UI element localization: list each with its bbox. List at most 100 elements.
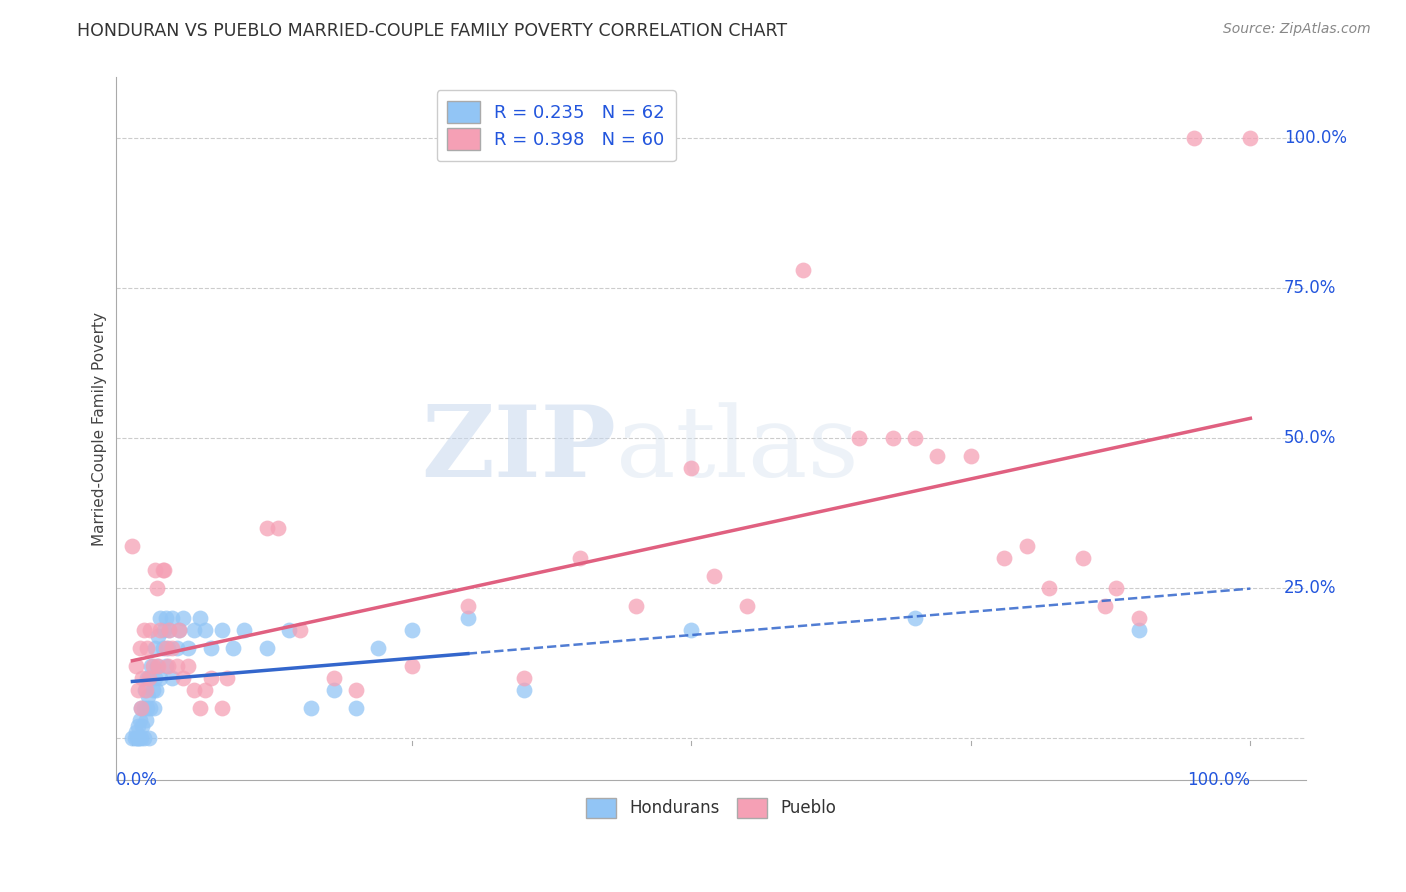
Point <box>848 431 870 445</box>
Point <box>183 623 205 637</box>
Point <box>169 623 191 637</box>
Point <box>127 731 149 746</box>
Point <box>146 629 169 643</box>
Point <box>160 641 183 656</box>
Point <box>169 623 191 637</box>
Point <box>131 701 153 715</box>
Point <box>1128 623 1150 637</box>
Point <box>157 641 180 656</box>
Point <box>993 551 1015 566</box>
Point <box>141 659 163 673</box>
Point <box>143 671 166 685</box>
Point <box>172 611 194 625</box>
Point <box>127 719 149 733</box>
Point <box>1094 599 1116 613</box>
Point <box>1128 611 1150 625</box>
Point <box>737 599 759 613</box>
Point <box>135 683 157 698</box>
Point <box>267 521 290 535</box>
Point <box>792 262 814 277</box>
Point <box>132 731 155 746</box>
Point <box>152 641 174 656</box>
Point <box>166 641 188 656</box>
Point <box>256 641 278 656</box>
Point <box>125 731 148 746</box>
Point <box>142 659 165 673</box>
Point <box>172 671 194 685</box>
Point <box>288 623 311 637</box>
Point <box>166 659 188 673</box>
Point <box>344 683 367 698</box>
Point <box>222 641 245 656</box>
Point <box>129 713 152 727</box>
Point <box>1071 551 1094 566</box>
Point <box>457 599 479 613</box>
Point <box>142 701 165 715</box>
Point <box>131 701 153 715</box>
Point <box>125 725 148 739</box>
Text: 50.0%: 50.0% <box>1284 429 1336 447</box>
Text: atlas: atlas <box>616 402 859 498</box>
Point <box>146 659 169 673</box>
Point <box>152 563 174 577</box>
Point <box>127 683 149 698</box>
Point <box>927 449 949 463</box>
Point <box>132 701 155 715</box>
Point <box>624 599 647 613</box>
Point <box>344 701 367 715</box>
Text: 100.0%: 100.0% <box>1284 128 1347 146</box>
Point <box>136 641 159 656</box>
Point <box>155 641 177 656</box>
Point <box>143 563 166 577</box>
Point <box>183 683 205 698</box>
Point <box>367 641 389 656</box>
Point <box>149 611 172 625</box>
Point <box>138 731 160 746</box>
Point <box>278 623 301 637</box>
Point <box>322 683 344 698</box>
Point <box>146 659 169 673</box>
Point <box>1038 581 1060 595</box>
Point <box>131 719 153 733</box>
Text: ZIP: ZIP <box>420 401 616 499</box>
Point <box>132 623 155 637</box>
Text: Source: ZipAtlas.com: Source: ZipAtlas.com <box>1223 22 1371 37</box>
Point <box>512 671 534 685</box>
Point <box>146 581 169 595</box>
Point <box>121 731 143 746</box>
Y-axis label: Married-Couple Family Poverty: Married-Couple Family Poverty <box>93 312 107 546</box>
Legend: Hondurans, Pueblo: Hondurans, Pueblo <box>579 791 842 825</box>
Point <box>142 683 165 698</box>
Point <box>681 461 703 475</box>
Point <box>138 671 160 685</box>
Point <box>152 623 174 637</box>
Point <box>135 713 157 727</box>
Text: 0.0%: 0.0% <box>115 772 157 789</box>
Point <box>138 671 160 685</box>
Point <box>211 701 233 715</box>
Point <box>200 671 222 685</box>
Point <box>131 731 153 746</box>
Point <box>155 659 177 673</box>
Text: HONDURAN VS PUEBLO MARRIED-COUPLE FAMILY POVERTY CORRELATION CHART: HONDURAN VS PUEBLO MARRIED-COUPLE FAMILY… <box>77 22 787 40</box>
Point <box>188 701 211 715</box>
Point <box>1105 581 1128 595</box>
Point <box>1015 539 1038 553</box>
Text: 75.0%: 75.0% <box>1284 278 1336 297</box>
Point <box>139 623 162 637</box>
Point <box>121 539 143 553</box>
Point <box>143 641 166 656</box>
Point <box>177 641 200 656</box>
Point <box>681 623 703 637</box>
Point <box>145 683 167 698</box>
Point <box>401 623 423 637</box>
Point <box>136 701 159 715</box>
Point <box>149 623 172 637</box>
Point <box>160 671 183 685</box>
Point <box>512 683 534 698</box>
Point <box>124 731 146 746</box>
Point <box>157 623 180 637</box>
Point <box>401 659 423 673</box>
Point <box>177 659 200 673</box>
Point <box>322 671 344 685</box>
